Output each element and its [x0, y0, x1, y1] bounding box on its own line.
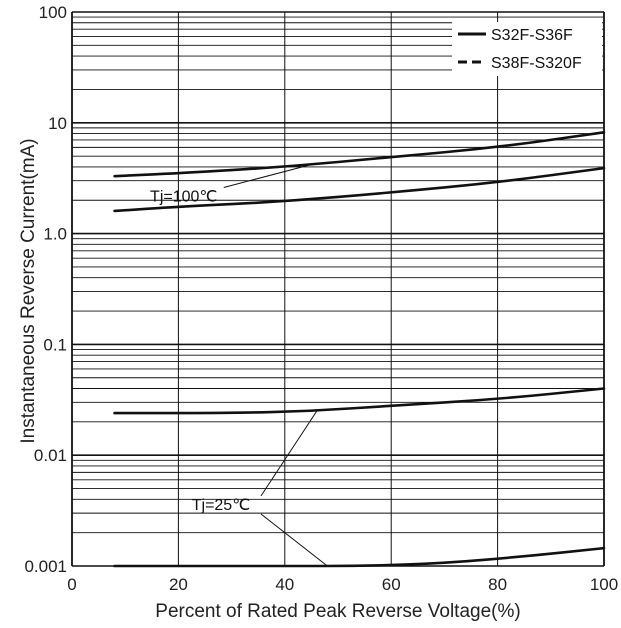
- x-tick-label: 40: [275, 575, 294, 594]
- annotations: Tj=100℃ Tj=25℃: [150, 164, 328, 567]
- x-tick-label: 80: [488, 575, 507, 594]
- grid: [71, 11, 605, 567]
- series-line-2: [113, 166, 606, 213]
- legend-label-2: S38F-S320F: [491, 55, 582, 72]
- legend-box: [452, 22, 602, 76]
- x-tick-label: 20: [169, 575, 188, 594]
- series-lines: [113, 131, 606, 568]
- annotation-leader: [223, 164, 312, 188]
- annotation-leader: [260, 513, 328, 567]
- y-tick-label: 0.1: [43, 335, 67, 354]
- x-tick-label: 0: [67, 575, 76, 594]
- x-tick-label: 100: [590, 575, 618, 594]
- x-axis-title: Percent of Rated Peak Reverse Voltage(%): [155, 601, 520, 622]
- tick-labels: 0 20 40 60 80 100 0.001 0.01 0.1 1.0 10 100: [24, 3, 618, 594]
- annotation-label-2: Tj=25℃: [192, 497, 250, 514]
- x-tick-label: 60: [382, 575, 401, 594]
- y-tick-label: 0.001: [24, 557, 67, 576]
- y-tick-label: 0.01: [34, 446, 67, 465]
- legend: S32F-S36F S38F-S320F: [458, 27, 582, 72]
- series-line-3: [113, 387, 606, 415]
- y-tick-label: 10: [48, 114, 67, 133]
- y-axis-title: Instantaneous Reverse Current(mA): [18, 138, 39, 443]
- annotation-label-1: Tj=100℃: [150, 188, 217, 205]
- series-line-4: [113, 546, 606, 568]
- legend-label-1: S32F-S36F: [491, 27, 573, 44]
- y-tick-label: 1.0: [43, 225, 67, 244]
- annotation-leader: [260, 410, 318, 497]
- series-line-1: [113, 131, 606, 178]
- y-tick-label: 100: [39, 3, 67, 22]
